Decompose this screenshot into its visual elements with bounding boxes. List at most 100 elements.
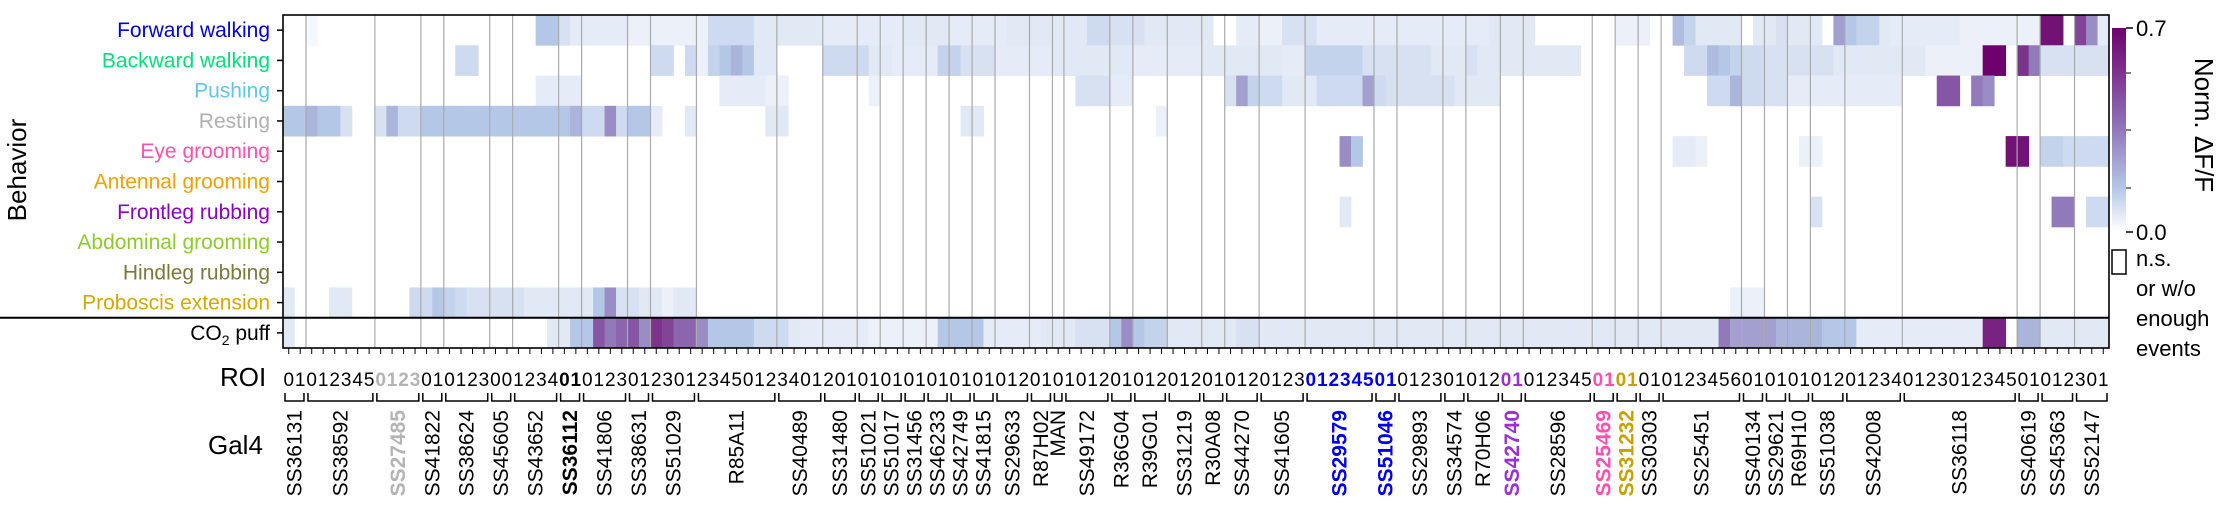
gal4-tick-label: SS46233 [927,410,950,496]
heatmap-cell [1178,15,1191,46]
roi-tick-label: 1 [1535,370,1546,391]
heatmap-cell [650,287,663,319]
heatmap-cell [1155,15,1168,46]
roi-tick-label: 0 [743,370,754,391]
heatmap-cell [2028,45,2041,76]
gal4-bracket [1501,393,1523,402]
gal4-tick-label: SS41815 [973,410,996,496]
heatmap-cell [822,45,835,76]
heatmap-cell [558,317,571,349]
roi-tick-label: 0 [1076,370,1087,391]
heatmap-cell [1971,75,1984,107]
heatmap-cell [2040,45,2052,76]
row-ticks [277,29,283,334]
heatmap-cell [903,15,916,46]
roi-tick-label: 3 [1558,370,1569,391]
roi-tick-label: 0 [835,370,846,391]
ns-label-line-4: events [2136,336,2201,361]
gal4-tick-label: SS25451 [1690,410,1713,496]
heatmap-cell [639,15,651,46]
heatmap-cell [857,45,870,76]
heatmap-cell [489,287,502,319]
heatmap-cell [443,287,456,319]
roi-tick-label: 4 [1570,370,1581,391]
heatmap-cell [1305,45,1317,76]
heatmap-cell [1695,15,1708,46]
heatmap-cell [1500,317,1513,349]
heatmap-cell [1890,45,1903,76]
roi-tick-label: 1 [1041,370,1052,391]
heatmap-cell [1339,196,1352,228]
heatmap-cell [2097,317,2110,349]
heatmap-cell [1879,317,1892,349]
heatmap-cell [926,15,938,46]
heatmap-cell [1144,45,1157,76]
heatmap-cell [1718,75,1731,107]
heatmap-cell [535,287,548,319]
heatmap-cell [1465,45,1478,76]
heatmap-cell [1959,317,1972,349]
heatmap-cell [2097,15,2110,46]
gal4-tick-label: SS31232 [1616,410,1639,496]
heatmap-cell [707,317,720,349]
heatmap-cell [845,317,858,349]
heatmap-cell [1167,15,1180,46]
heatmap-cell [501,105,514,137]
heatmap-cell [1971,45,1984,76]
heatmap-cell [903,317,916,349]
heatmap-cell [627,287,640,319]
heatmap-cell [1798,317,1811,349]
heatmap-cell [845,15,858,46]
heatmap-cell [1431,15,1444,46]
heatmap-cell [1282,45,1295,76]
heatmap-cell [960,317,973,349]
gal4-tick-label: SS45363 [2046,410,2069,496]
heatmap-cell [937,15,950,46]
heatmap-cell [2086,136,2098,167]
heatmap-cell [2086,15,2098,46]
heatmap-cell [1856,317,1869,349]
gal4-tick-label: SS52147 [2081,410,2104,496]
heatmap-cell [1190,45,1203,76]
roi-tick-label: 1 [1604,370,1615,391]
roi-tick-label: 1 [639,370,650,391]
gal4-tick-label: SS44270 [1231,410,1254,496]
heatmap-cell [386,105,399,137]
colorbar-gradient [2112,28,2126,232]
heatmap-cell [673,15,686,46]
heatmap-cell [2074,15,2087,46]
heatmap-cell [1752,45,1765,76]
roi-tick-label: 1 [1960,370,1971,391]
gal4-bracket [1134,393,1167,402]
heatmap-cell [1798,15,1811,46]
gal4-bracket [2075,393,2108,402]
heatmap-cell [1982,45,1995,76]
roi-tick-label: 1 [1087,370,1098,391]
heatmap-cell [776,105,789,137]
gal4-bracket [973,393,994,402]
heatmap-cell [1580,317,1593,349]
roi-tick-label: 3 [536,370,547,391]
gal4-tick-label: SS51046 [1374,410,1397,496]
gal4-separator-lines [305,15,2076,348]
roi-tick-label: 0 [490,370,501,391]
heatmap-cell [1247,75,1260,107]
heatmap-cell [1695,136,1708,167]
heatmap-cell [1121,15,1134,46]
heatmap-cell [1787,45,1800,76]
heatmap-cell [868,317,881,349]
row-label: Proboscis extension [82,292,270,315]
heatmap-cell [857,317,870,349]
roi-tick-label: 1 [1512,370,1523,391]
heatmap-cell [1155,105,1168,137]
heatmap-cell [547,15,560,46]
heatmap-cell [1913,45,1926,76]
heatmap-cell [765,317,778,349]
heatmap-cell [2051,45,2064,76]
ns-label-line-2: or w/o [2136,276,2196,301]
heatmap-cell [1810,15,1823,46]
heatmap-cell [1902,15,1915,46]
roi-tick-label: 2 [329,370,340,391]
roi-tick-label: 3 [1340,370,1351,391]
heatmap-cell [2028,15,2041,46]
